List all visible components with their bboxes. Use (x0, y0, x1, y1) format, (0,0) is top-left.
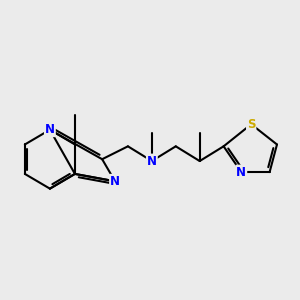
Text: N: N (147, 154, 157, 167)
Text: N: N (45, 123, 55, 136)
Text: N: N (236, 166, 246, 178)
Text: N: N (110, 175, 120, 188)
Text: S: S (247, 118, 256, 131)
